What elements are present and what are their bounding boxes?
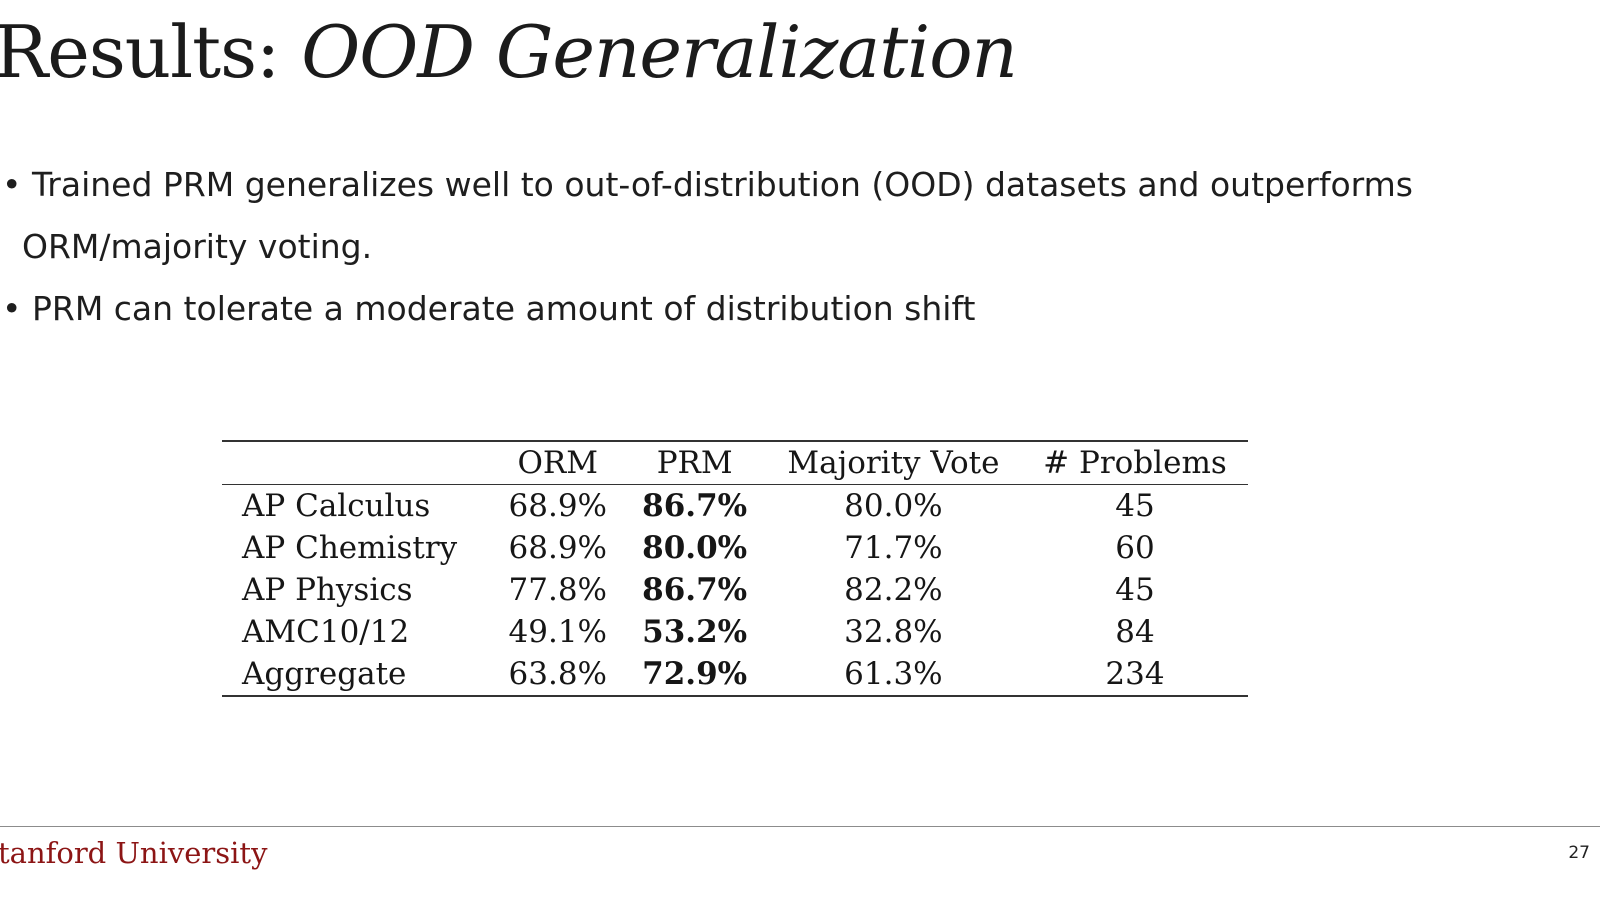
table-header-cell: PRM: [656, 445, 733, 481]
table-cell: 60: [1115, 530, 1155, 566]
dataset-name-cell: AP Calculus: [242, 488, 431, 524]
table-row: AP Calculus 68.9% 86.7% 80.0% 45: [222, 485, 1248, 528]
table-cell: 234: [1105, 656, 1165, 692]
bullet-item: • Trained PRM generalizes well to out-of…: [0, 154, 1560, 278]
table-cell: 61.3%: [844, 656, 943, 692]
table-cell: 49.1%: [508, 614, 608, 650]
bullet-text: Trained PRM generalizes well to out-of-d…: [22, 154, 1560, 278]
results-table: ORM PRM Majority Vote # Problems AP Calculu…: [222, 440, 1248, 697]
bullet-line: Trained PRM generalizes well to out-of-d…: [32, 165, 1413, 204]
table-header-cell: ORM: [517, 445, 599, 481]
table-cell: 82.2%: [844, 572, 943, 608]
dataset-name-cell: AP Chemistry: [242, 530, 458, 566]
table-cell: 80.0%: [642, 530, 748, 566]
bullet-dot: •: [2, 289, 22, 328]
table-row: Aggregate 63.8% 72.9% 61.3% 234: [222, 653, 1248, 696]
table-header-row: ORM PRM Majority Vote # Problems: [222, 441, 1248, 485]
table-cell: 72.9%: [642, 656, 748, 692]
table-body: AP Calculus 68.9% 86.7% 80.0% 45 AP Chemistry…: [222, 485, 1248, 696]
table-cell: 63.8%: [508, 656, 608, 692]
results-table-container: ORM PRM Majority Vote # Problems AP Calculu…: [222, 440, 1248, 697]
footer-divider: [0, 826, 1600, 827]
table-cell: 68.9%: [508, 530, 608, 566]
table-cell: 45: [1115, 488, 1155, 524]
page-number: 27: [1568, 843, 1590, 863]
bullet-line-continuation: ORM/majority voting.: [22, 227, 373, 266]
dataset-name-cell: AMC10/12: [242, 614, 410, 650]
slide-title-prefix: Results:: [0, 10, 302, 94]
bullet-list: • Trained PRM generalizes well to out-of…: [0, 154, 1560, 340]
table-cell: 86.7%: [642, 572, 748, 608]
table-header-cell: Majority Vote: [787, 445, 1000, 481]
slide-title-italic: OOD Generalization: [301, 10, 1018, 94]
dataset-name-cell: AP Physics: [242, 572, 413, 608]
table-header-cell: [222, 441, 491, 485]
bullet-item: • PRM can tolerate a moderate amount of …: [0, 278, 1560, 340]
table-cell: 86.7%: [642, 488, 748, 524]
table-header-cell: # Problems: [1043, 445, 1227, 481]
table-cell: 80.0%: [844, 488, 943, 524]
table-row: AP Chemistry 68.9% 80.0% 71.7% 60: [222, 527, 1248, 569]
table-cell: 77.8%: [508, 572, 608, 608]
table-cell: 53.2%: [642, 614, 748, 650]
table-row: AP Physics 77.8% 86.7% 82.2% 45: [222, 569, 1248, 611]
table-cell: 68.9%: [508, 488, 608, 524]
bullet-dot: •: [2, 165, 22, 204]
table-cell: 45: [1115, 572, 1155, 608]
footer-brand: tanford University: [0, 836, 268, 870]
table-row: AMC10/12 49.1% 53.2% 32.8% 84: [222, 611, 1248, 653]
dataset-name-cell: Aggregate: [242, 656, 407, 692]
bullet-text: PRM can tolerate a moderate amount of di…: [32, 289, 976, 328]
table-cell: 32.8%: [844, 614, 943, 650]
table-cell: 84: [1115, 614, 1155, 650]
slide-title: Results: OOD Generalization: [0, 4, 1018, 100]
table-cell: 71.7%: [844, 530, 943, 566]
